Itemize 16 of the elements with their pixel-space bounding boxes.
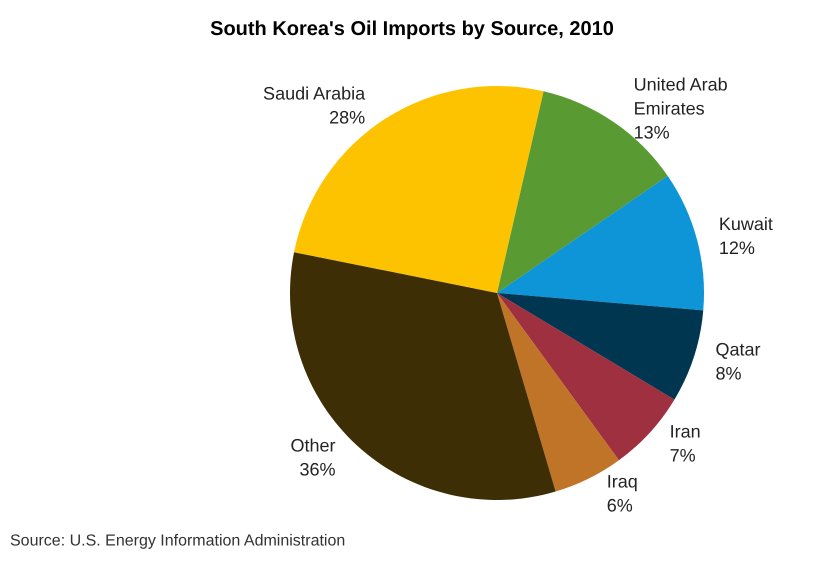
- data-label: 36%: [299, 460, 336, 480]
- slice-label: United Arab Emirates: [634, 74, 733, 119]
- data-label: 12%: [718, 238, 755, 258]
- source-note: Source: U.S. Energy Information Administration: [10, 532, 346, 550]
- data-label: 7%: [670, 446, 696, 466]
- data-label: 8%: [716, 364, 742, 384]
- data-label: 28%: [329, 108, 366, 128]
- data-label: 13%: [634, 122, 670, 143]
- slice-label: Saudi Arabia: [263, 84, 366, 104]
- slice-label: Other: [290, 436, 336, 456]
- chart-title: South Korea's Oil Imports by Source, 2010: [210, 18, 614, 40]
- slice-label: Iraq: [606, 472, 638, 492]
- slice-label: Kuwait: [718, 214, 773, 234]
- data-label: 6%: [606, 496, 633, 516]
- slice-label: Qatar: [716, 340, 761, 360]
- slice-label: Iran: [670, 422, 701, 442]
